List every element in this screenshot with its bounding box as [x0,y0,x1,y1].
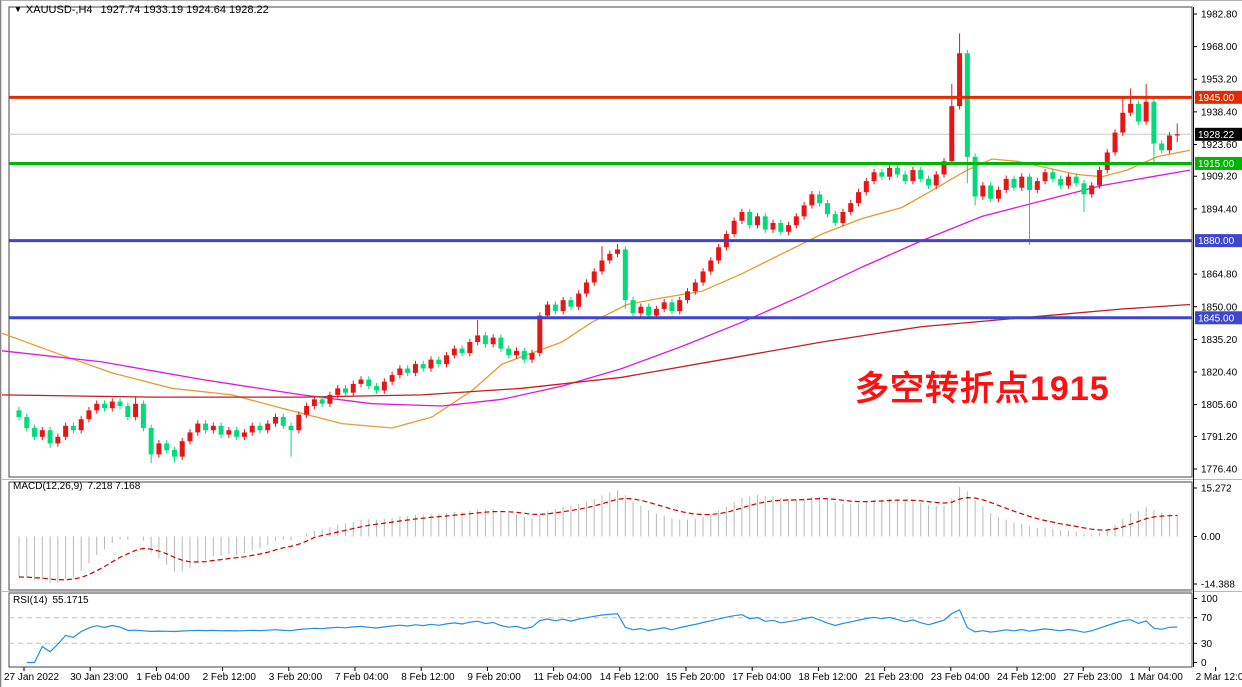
price-tick-label: 1923.60 [1201,140,1238,151]
symbol-dropdown-icon[interactable]: ▼ [14,5,22,14]
horizontal-level-lines[interactable] [9,95,1192,320]
macd-indicator-values: 7.218 7.168 [87,481,141,492]
time-tick-label: 9 Feb 20:00 [467,672,521,683]
price-tick-label: 1982.80 [1201,9,1238,20]
time-tick-label: 2 Mar 12:00 [1196,672,1242,683]
time-tick-label: 2 Feb 12:00 [203,672,257,683]
price-tick-label: 1776.40 [1201,465,1238,476]
price-badge [1195,156,1242,170]
time-tick-label: 27 Feb 23:00 [1063,672,1122,683]
symbol-timeframe-label: XAUUSD-,H4 [25,4,93,16]
macd-signal-line [18,496,1178,581]
time-tick-label: 18 Feb 12:00 [798,672,857,683]
price-tick-label: 1835.20 [1201,335,1238,346]
rsi-panel-label: RSI(14) 55.1715 [13,595,94,606]
price-badge-label: 1880.00 [1198,236,1235,247]
macd-tick-label: 15.272 [1201,484,1232,495]
price-badge-label: 1928.22 [1198,130,1235,141]
price-badge-label: 1845.00 [1198,313,1235,324]
time-tick-label: 30 Jan 23:00 [70,672,128,683]
price-badge-label: 1915.00 [1198,159,1235,170]
time-tick-label: 8 Feb 12:00 [401,672,455,683]
price-tick-label: 1850.00 [1201,302,1238,313]
panel-borders [2,6,1242,668]
time-tick-label: 23 Feb 04:00 [931,672,990,683]
macd-indicator-name: MACD(12,26,9) [13,481,83,492]
price-tick-label: 1953.20 [1201,75,1238,86]
ma-fast [2,149,1191,429]
time-tick-label: 7 Feb 04:00 [335,672,389,683]
price-tick-label: 1894.40 [1201,204,1238,215]
time-axis[interactable]: 27 Jan 2022 30 Jan 23:00 1 Feb 04:00 2 Feb … [4,667,1242,683]
price-axis-badges: 1945.00 1915.00 1880.00 1845.00 1928.22 [1195,90,1242,325]
price-badge [1195,90,1242,104]
price-badge [1195,127,1242,141]
ma-mid [2,169,1191,407]
price-badge-label: 1945.00 [1198,93,1235,104]
chart-text-annotation[interactable]: 多空转折点1915 [855,370,1110,408]
chart-title: ▼ XAUUSD-,H4 1927.74 1933.19 1924.64 1928.… [14,4,269,16]
ohlc-readout: 1927.74 1933.19 1924.64 1928.22 [100,4,269,16]
rsi-line [26,609,1178,664]
price-tick-label: 1820.40 [1201,368,1238,379]
time-tick-label: 14 Feb 12:00 [600,672,659,683]
time-tick-label: 17 Feb 04:00 [732,672,791,683]
macd-histogram [18,487,1178,583]
time-tick-label: 1 Mar 04:00 [1129,672,1183,683]
rsi-tick-label: 100 [1201,594,1218,605]
rsi-panel-content [9,609,1192,664]
time-tick-label: 1 Feb 04:00 [136,672,190,683]
rsi-tick-label: 70 [1201,613,1213,624]
time-tick-label: 11 Feb 04:00 [534,672,593,683]
rsi-tick-label: 0 [1201,658,1207,669]
price-tick-label: 1909.20 [1201,172,1238,183]
price-axis[interactable]: 1982.80 1968.00 1953.20 1938.40 1923.60 1909.… [1193,7,1238,669]
candlesticks [16,33,1180,464]
rsi-tick-label: 30 [1201,639,1213,650]
time-tick-label: 3 Feb 20:00 [269,672,323,683]
macd-panel-label: MACD(12,26,9) 7.218 7.168 [13,481,145,492]
time-tick-label: 27 Jan 2022 [4,672,59,683]
price-badge [1195,234,1242,248]
macd-signal [18,496,1178,581]
price-tick-label: 1968.00 [1201,42,1238,53]
price-tick-label: 1938.40 [1201,107,1238,118]
rsi-indicator-name: RSI(14) [13,595,48,606]
price-tick-label: 1805.60 [1201,400,1238,411]
time-tick-label: 24 Feb 12:00 [997,672,1056,683]
price-tick-label: 1864.80 [1201,270,1238,281]
macd-tick-label: -14.388 [1201,580,1235,591]
time-tick-label: 15 Feb 20:00 [666,672,725,683]
macd-tick-label: 0.00 [1201,532,1221,543]
time-tick-label: 21 Feb 23:00 [865,672,924,683]
rsi-indicator-values: 55.1715 [52,595,89,606]
price-tick-label: 1791.20 [1201,432,1238,443]
price-badge [1195,311,1242,325]
